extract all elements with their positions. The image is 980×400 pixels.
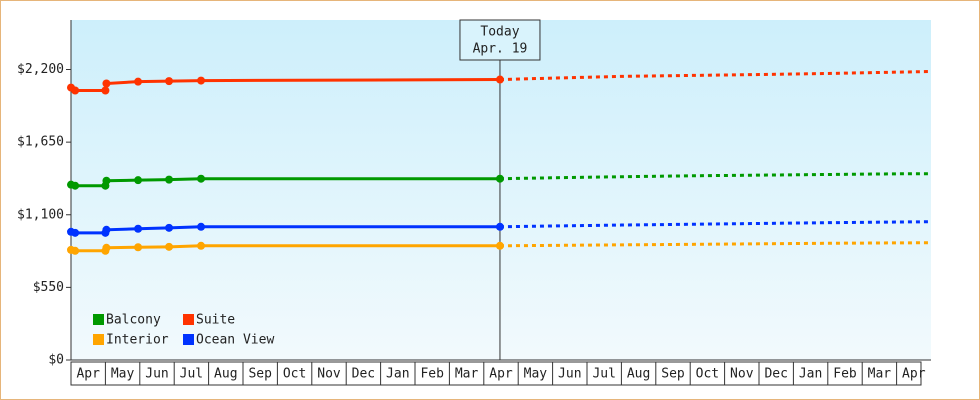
legend-swatch <box>183 334 194 345</box>
series-line <box>70 177 500 188</box>
x-tick-label: Jan <box>386 367 409 382</box>
data-point <box>165 77 174 86</box>
data-point <box>102 176 111 185</box>
x-tick-label: Oct <box>283 367 306 382</box>
data-point <box>134 243 143 252</box>
x-tick-label: Sep <box>661 367 685 382</box>
data-point <box>495 241 504 250</box>
data-point <box>495 222 504 231</box>
x-tick-label: Dec <box>352 367 375 382</box>
legend-label: Ocean View <box>196 333 274 348</box>
y-tick-label: $1,650 <box>17 135 64 150</box>
x-tick-label: Feb <box>833 367 857 382</box>
data-point <box>134 176 143 185</box>
data-point <box>165 242 174 251</box>
today-date: Apr. 19 <box>473 42 528 57</box>
x-tick-label: Apr <box>76 367 100 382</box>
x-tick-label: Mar <box>455 367 479 382</box>
x-tick-label: Apr <box>489 367 513 382</box>
data-point <box>165 223 174 232</box>
data-point <box>197 174 206 183</box>
data-point <box>71 181 80 190</box>
forecast-line <box>499 172 932 181</box>
x-tick-label: Jul <box>180 367 203 382</box>
x-tick-label: Nov <box>317 367 341 382</box>
data-point <box>495 174 504 183</box>
series-line <box>70 244 500 253</box>
x-tick-label: Sep <box>248 367 272 382</box>
x-tick-label: May <box>524 367 548 382</box>
legend-label: Interior <box>106 333 169 348</box>
x-tick-label: Nov <box>730 367 754 382</box>
series-line <box>70 78 500 93</box>
data-point <box>134 224 143 233</box>
x-tick-label: Oct <box>696 367 719 382</box>
x-tick-label: Jan <box>799 367 822 382</box>
forecast-line <box>499 220 932 229</box>
legend-swatch <box>183 314 194 325</box>
data-point <box>197 222 206 231</box>
forecast-line <box>499 241 932 248</box>
data-point <box>102 225 111 234</box>
x-tick-label: Aug <box>627 367 650 382</box>
x-tick-label: Aug <box>214 367 237 382</box>
data-point <box>71 246 80 255</box>
data-point <box>134 77 143 86</box>
legend-label: Balcony <box>106 313 161 328</box>
data-point <box>165 175 174 184</box>
y-tick-label: $2,200 <box>17 62 64 77</box>
legend-swatch <box>93 314 104 325</box>
data-point <box>102 79 111 88</box>
x-tick-label: Apr <box>902 367 926 382</box>
series-line <box>70 225 500 235</box>
data-point <box>102 243 111 252</box>
today-label: Today <box>480 25 519 40</box>
data-point <box>495 75 504 84</box>
x-tick-label: Jul <box>592 367 615 382</box>
legend-swatch <box>93 334 104 345</box>
data-point <box>71 86 80 95</box>
data-point <box>197 241 206 250</box>
x-tick-label: Jun <box>558 367 581 382</box>
x-tick-label: Mar <box>868 367 892 382</box>
today-box <box>459 19 541 61</box>
data-point <box>71 228 80 237</box>
data-point <box>197 76 206 85</box>
x-tick-label: Jun <box>145 367 168 382</box>
forecast-line <box>499 69 932 82</box>
y-tick-label: $550 <box>33 280 64 295</box>
y-tick-label: $0 <box>48 353 64 368</box>
data-point <box>101 86 110 95</box>
x-tick-label: Feb <box>420 367 444 382</box>
plot-area <box>71 20 931 360</box>
x-tick-label: May <box>111 367 135 382</box>
y-tick-label: $1,100 <box>17 207 64 222</box>
month-row <box>70 361 922 386</box>
x-tick-label: Dec <box>764 367 787 382</box>
legend-label: Suite <box>196 313 235 328</box>
